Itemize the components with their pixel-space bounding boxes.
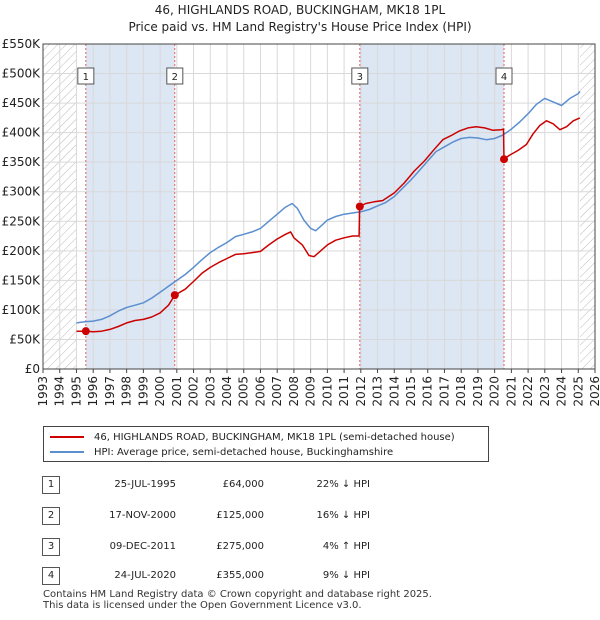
sale-point <box>355 202 364 211</box>
sale-number: 1 <box>42 476 60 494</box>
ownership-band <box>359 44 505 369</box>
sale-label-number: 3 <box>357 72 363 83</box>
sale-label-box <box>77 67 95 85</box>
sale-label-number: 2 <box>172 72 178 83</box>
x-tick-label: 1995 <box>69 376 83 407</box>
x-tick-label: 1999 <box>136 376 150 407</box>
x-tick-label: 2010 <box>320 376 334 407</box>
x-tick-label: 2023 <box>538 376 552 407</box>
sale-hpi-diff: 16% ↓ HPI <box>316 510 370 521</box>
sale-hpi-diff: 4% ↑ HPI <box>322 541 370 552</box>
x-tick-label: 2018 <box>454 376 468 407</box>
sale-date: 17-NOV-2000 <box>109 510 176 521</box>
footer-line-2: This data is licensed under the Open Gov… <box>43 600 362 611</box>
sale-row: 4 24-JUL-2020 £355,000 9% ↓ HPI <box>40 567 400 585</box>
x-tick-label: 2006 <box>253 376 267 407</box>
x-tick-label: 1997 <box>103 376 117 407</box>
sale-number: 4 <box>42 567 60 585</box>
sale-row: 3 09-DEC-2011 £275,000 4% ↑ HPI <box>40 538 400 556</box>
sale-date: 25-JUL-1995 <box>114 479 176 490</box>
sale-label-box <box>166 67 184 85</box>
x-tick-label: 2017 <box>437 376 451 407</box>
y-tick-label: £400K <box>2 126 42 140</box>
y-tick-label: £500K <box>2 67 42 81</box>
y-tick-label: £200K <box>2 244 42 258</box>
x-tick-label: 2004 <box>220 376 234 407</box>
y-tick-label: £100K <box>2 303 42 317</box>
x-tick-label: 2019 <box>471 376 485 407</box>
price-line <box>76 117 581 333</box>
x-tick-label: 2025 <box>571 376 585 407</box>
legend-line-price <box>50 436 84 438</box>
sale-price: £355,000 <box>216 570 264 581</box>
x-tick-label: 2001 <box>170 376 184 407</box>
x-tick-label: 2022 <box>521 376 535 407</box>
x-tick-label: 2014 <box>387 376 401 407</box>
sale-hpi-diff: 22% ↓ HPI <box>316 479 370 490</box>
hpi-line <box>76 90 581 324</box>
x-tick-label: 2008 <box>287 376 301 407</box>
x-tick-label: 1998 <box>120 376 134 407</box>
y-tick-label: £250K <box>2 214 42 228</box>
x-tick-label: 2026 <box>588 376 600 407</box>
legend-line-hpi <box>50 451 84 453</box>
x-tick-label: 2013 <box>371 376 385 407</box>
x-tick-label: 2007 <box>270 376 284 407</box>
price-chart: 46, HIGHLANDS ROAD, BUCKINGHAM, MK18 1PL… <box>2 3 600 407</box>
x-tick-label: 2003 <box>203 376 217 407</box>
legend-item-price: 46, HIGHLANDS ROAD, BUCKINGHAM, MK18 1PL… <box>50 430 455 444</box>
y-tick-label: £0 <box>25 362 40 376</box>
sale-price: £275,000 <box>216 541 264 552</box>
x-tick-label: 2015 <box>404 376 418 407</box>
x-tick-label: 2002 <box>187 376 201 407</box>
sale-label-number: 1 <box>83 72 89 83</box>
x-tick-label: 1996 <box>86 376 100 407</box>
legend-label-price: 46, HIGHLANDS ROAD, BUCKINGHAM, MK18 1PL… <box>94 431 455 443</box>
legend-label-hpi: HPI: Average price, semi-detached house,… <box>94 446 394 458</box>
sale-number: 3 <box>42 538 60 556</box>
x-tick-label: 1993 <box>36 376 50 407</box>
x-tick-label: 2012 <box>354 376 368 407</box>
sale-price: £125,000 <box>216 510 264 521</box>
x-tick-label: 2011 <box>337 376 351 407</box>
footer-note: Contains HM Land Registry data © Crown c… <box>43 589 432 611</box>
sale-point <box>500 155 509 164</box>
chart-legend: 46, HIGHLANDS ROAD, BUCKINGHAM, MK18 1PL… <box>43 426 489 462</box>
x-tick-label: 2005 <box>237 376 251 407</box>
x-tick-label: 2009 <box>304 376 318 407</box>
x-tick-label: 2021 <box>504 376 518 407</box>
y-tick-label: £550K <box>2 37 42 51</box>
sale-date: 09-DEC-2011 <box>109 541 176 552</box>
sale-label-box <box>495 67 513 85</box>
plot-border <box>42 43 596 370</box>
sale-point <box>170 291 179 300</box>
y-tick-label: £50K <box>9 332 41 346</box>
x-tick-label: 2000 <box>153 376 167 407</box>
chart-title: 46, HIGHLANDS ROAD, BUCKINGHAM, MK18 1PL <box>155 3 446 17</box>
y-tick-label: £350K <box>2 155 42 169</box>
sale-label-number: 4 <box>501 72 507 83</box>
chart-subtitle: Price paid vs. HM Land Registry's House … <box>128 20 471 34</box>
sale-number: 2 <box>42 507 60 525</box>
x-tick-label: 1994 <box>53 376 67 407</box>
hatch-region-end <box>579 44 595 369</box>
x-tick-label: 2020 <box>488 376 502 407</box>
legend-item-hpi: HPI: Average price, semi-detached house,… <box>50 445 393 459</box>
x-tick-label: 2024 <box>555 376 569 407</box>
sale-row: 1 25-JUL-1995 £64,000 22% ↓ HPI <box>40 476 400 494</box>
y-tick-label: £450K <box>2 96 42 110</box>
sale-row: 2 17-NOV-2000 £125,000 16% ↓ HPI <box>40 507 400 525</box>
sale-price: £64,000 <box>222 479 264 490</box>
x-tick-label: 2016 <box>421 376 435 407</box>
sale-point <box>81 327 90 336</box>
y-tick-label: £150K <box>2 273 42 287</box>
sale-date: 24-JUL-2020 <box>114 570 176 581</box>
sale-hpi-diff: 9% ↓ HPI <box>322 570 370 581</box>
sale-label-box <box>351 67 369 85</box>
footer-line-1: Contains HM Land Registry data © Crown c… <box>43 589 432 600</box>
y-tick-label: £300K <box>2 185 42 199</box>
